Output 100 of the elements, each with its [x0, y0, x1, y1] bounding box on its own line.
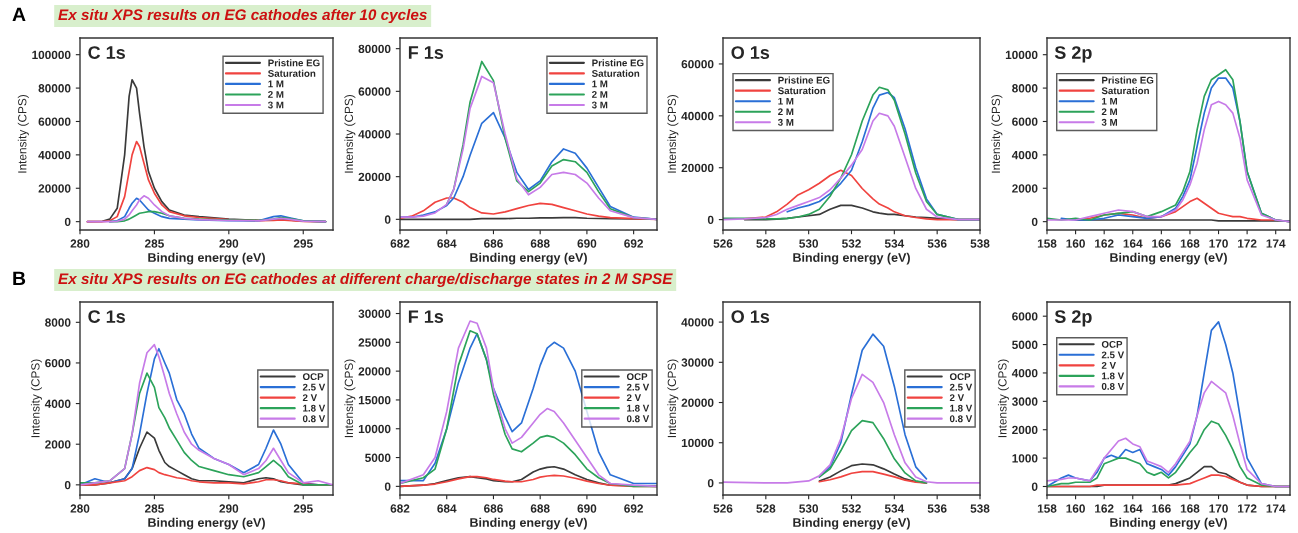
x-tick-label: 285 — [144, 504, 164, 513]
x-axis-title: Binding energy (eV) — [793, 252, 910, 265]
y-tick-label: 8000 — [45, 318, 71, 327]
x-tick-label: 690 — [577, 504, 597, 513]
legend-label: Saturation — [591, 69, 640, 77]
y-tick-label: 40000 — [358, 130, 391, 139]
x-tick-label: 285 — [144, 239, 164, 248]
legend-label: Saturation — [778, 87, 826, 95]
y-tick-label: 20000 — [38, 184, 71, 193]
y-axis-title: Intensity (CPS) — [344, 95, 356, 173]
x-tick-label: 690 — [577, 239, 597, 248]
y-axis-title: Intensity (CPS) — [991, 95, 1003, 173]
x-tick-label: 158 — [1037, 239, 1057, 248]
x-tick-label: 526 — [713, 504, 733, 513]
legend-label: 2 M — [268, 91, 284, 98]
legend-label: 2 V — [1101, 361, 1116, 369]
x-tick-label: 692 — [624, 239, 644, 248]
chart-subtitle: Ex situ XPS results on EG cathodes after 10 cycles — [58, 8, 427, 24]
legend-label: Pristine EG — [1102, 76, 1154, 84]
legend-label: 0.8 V — [302, 415, 326, 423]
legend-label: Pristine EG — [268, 59, 320, 67]
y-axis-title: Intensity (CPS) — [344, 359, 356, 438]
legend-label: 0.8 V — [1101, 383, 1125, 390]
legend-label: 1.8 V — [1102, 372, 1125, 380]
chart-title: S 2p — [1054, 310, 1092, 327]
y-tick-label: 0 — [384, 482, 391, 491]
x-tick-label: 688 — [530, 504, 550, 513]
legend-label: 2.5 V — [302, 383, 326, 391]
x-tick-label: 538 — [970, 239, 990, 248]
y-axis-title: Intensity (CPS) — [667, 95, 679, 173]
x-axis-title: Binding energy (eV) — [148, 252, 265, 265]
text: B — [13, 271, 26, 286]
legend-label: OCP — [1101, 340, 1123, 348]
legend-label: 2.5 V — [626, 383, 650, 391]
legend-label: OCP — [302, 373, 324, 381]
y-tick-label: 20000 — [681, 163, 714, 173]
text: Ex situ XPS results on EG cathodes at different charge/discharge states in 2 M SPSE — [58, 272, 673, 288]
x-tick-label: 528 — [756, 504, 776, 513]
x-tick-label: 290 — [219, 504, 239, 513]
legend-label: 1 M — [778, 97, 794, 105]
x-tick-label: 534 — [884, 504, 905, 513]
y-tick-label: 25000 — [358, 338, 391, 347]
y-tick-label: 10000 — [358, 424, 391, 434]
y-tick-label: 0 — [64, 217, 71, 227]
x-axis-title: Binding energy (eV) — [1110, 252, 1227, 265]
x-tick-label: 172 — [1238, 504, 1257, 513]
legend-label: 2.5 V — [949, 383, 973, 391]
x-tick-label: 174 — [1266, 504, 1286, 513]
x-tick-label: 168 — [1180, 504, 1200, 513]
x-tick-label: 528 — [756, 239, 776, 248]
legend-label: 1 M — [268, 80, 284, 88]
y-tick-label: 4000 — [1011, 368, 1038, 378]
y-tick-label: 10000 — [1005, 50, 1038, 60]
x-tick-label: 536 — [927, 239, 947, 248]
text: A — [12, 7, 26, 22]
legend-label: 3 M — [777, 118, 794, 126]
y-axis-title: Intensity (CPS) — [30, 359, 42, 438]
x-tick-label: 160 — [1066, 239, 1085, 248]
y-tick-label: 0 — [1031, 217, 1038, 227]
x-tick-label: 166 — [1152, 239, 1171, 248]
x-tick-label: 162 — [1095, 504, 1114, 513]
x-tick-label: 172 — [1238, 239, 1257, 248]
legend-label: 2 M — [778, 108, 794, 116]
x-tick-label: 158 — [1037, 504, 1057, 513]
x-axis-title: Binding energy (eV) — [148, 517, 265, 530]
y-tick-label: 60000 — [358, 87, 391, 96]
chart-title: S 2p — [1054, 46, 1092, 63]
x-tick-label: 532 — [842, 504, 861, 513]
y-tick-label: 30000 — [358, 309, 391, 318]
y-tick-label: 100000 — [32, 50, 71, 60]
legend-label: 0.8 V — [626, 415, 650, 423]
chart-title: C 1s — [88, 46, 125, 59]
chart-title: C 1s — [88, 310, 125, 323]
y-tick-label: 6000 — [45, 358, 71, 368]
legend-label: Saturation — [1101, 87, 1149, 95]
x-tick-label: 682 — [390, 239, 410, 248]
legend-label: 1 M — [592, 80, 608, 88]
x-tick-label: 532 — [842, 239, 861, 248]
legend-label: 2 V — [302, 394, 318, 402]
chart-title: F 1s — [408, 310, 444, 323]
y-axis-title: Intensity (CPS) — [997, 359, 1009, 438]
x-tick-label: 688 — [530, 239, 550, 248]
y-tick-label: 6000 — [1012, 117, 1038, 126]
x-tick-label: 295 — [293, 239, 313, 248]
legend-label: 2.5 V — [1101, 351, 1125, 359]
x-tick-label: 530 — [799, 504, 819, 513]
y-tick-label: 0 — [707, 478, 714, 488]
y-tick-label: 20000 — [681, 398, 714, 407]
x-axis-title: Binding energy (eV) — [1110, 517, 1227, 530]
y-tick-label: 5000 — [365, 453, 391, 462]
y-tick-label: 5000 — [1012, 340, 1038, 349]
x-tick-label: 686 — [484, 504, 503, 513]
y-tick-label: 0 — [384, 215, 391, 224]
y-tick-label: 20000 — [358, 367, 391, 376]
y-axis-title: Intensity (CPS) — [667, 359, 679, 438]
y-tick-label: 60000 — [681, 59, 714, 69]
legend-label: Pristine EG — [778, 76, 830, 84]
x-tick-label: 164 — [1123, 504, 1143, 513]
legend-label: 3 M — [591, 101, 608, 109]
y-axis-title: Intensity (CPS) — [17, 95, 29, 173]
